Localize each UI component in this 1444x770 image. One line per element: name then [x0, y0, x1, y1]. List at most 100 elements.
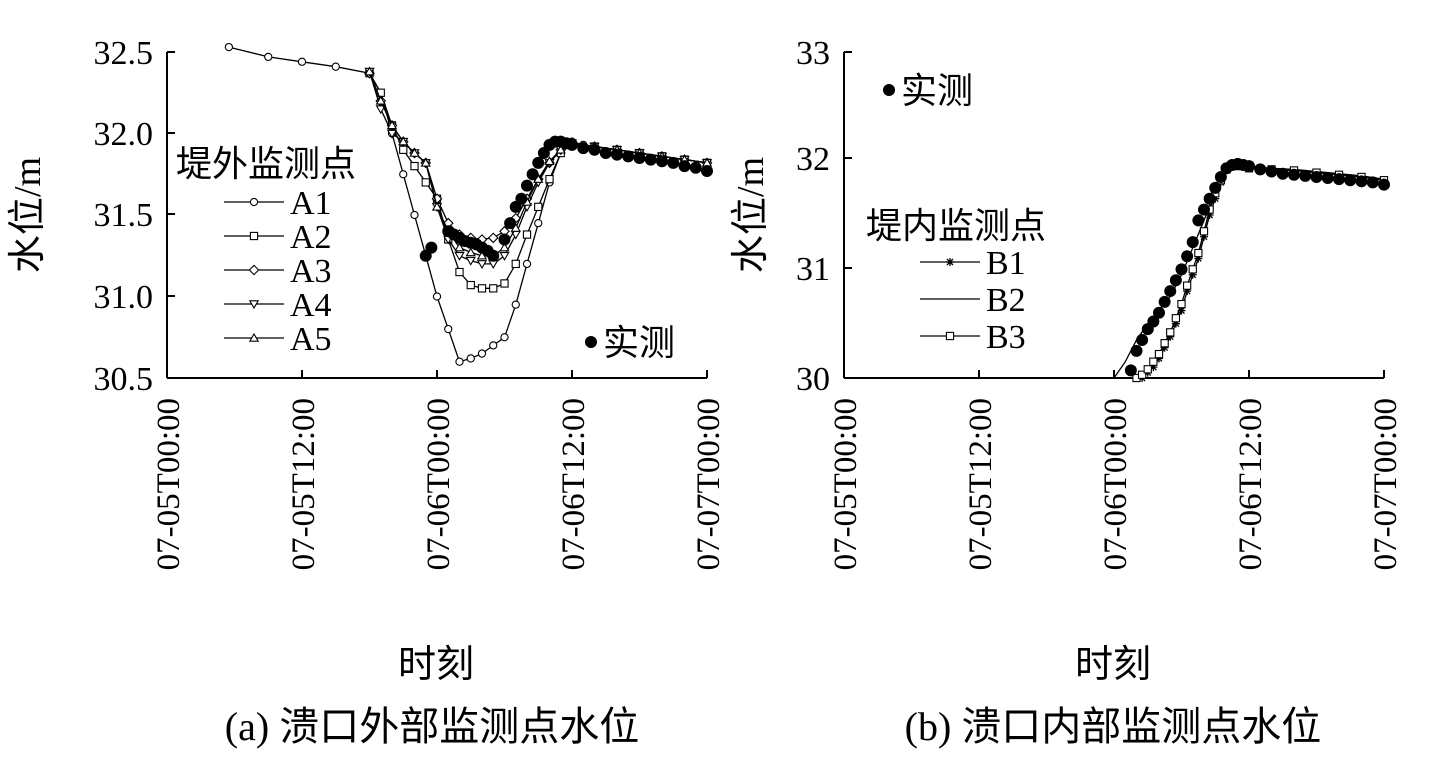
legend-label: 实测	[901, 71, 973, 111]
legend-item-A4: A4	[224, 287, 332, 324]
legend-label: A2	[290, 219, 332, 256]
x-tick-label-b: 07-06T00:00	[1098, 398, 1134, 570]
data-point	[477, 349, 487, 358]
legend-label: A5	[290, 321, 332, 358]
data-point	[1171, 319, 1180, 328]
series-b-B1	[1138, 161, 1388, 382]
legend-label: B1	[986, 245, 1026, 282]
data-point	[545, 174, 554, 184]
series-b-B2	[1113, 164, 1385, 379]
data-point	[1310, 170, 1323, 183]
data-point	[1214, 170, 1227, 183]
data-point	[477, 284, 487, 293]
data-point	[1276, 167, 1289, 180]
y-tick-label-a: 32.5	[94, 35, 154, 72]
data-point	[1366, 176, 1379, 189]
x-tick-label-b: 07-07T00:00	[1368, 398, 1404, 570]
data-point	[1154, 349, 1164, 359]
xlabel-a: 时刻	[398, 644, 474, 686]
data-point	[511, 300, 520, 309]
data-point	[455, 357, 464, 366]
legend-marker	[945, 331, 955, 341]
x-tick-label-b: 07-05T00:00	[828, 398, 864, 570]
data-point	[1147, 315, 1160, 328]
data-point	[489, 284, 498, 293]
data-point	[1137, 370, 1147, 379]
data-point	[498, 233, 511, 246]
data-point	[500, 333, 509, 342]
data-point	[499, 242, 510, 252]
data-point	[454, 252, 465, 261]
data-point	[297, 57, 307, 66]
x-tick-label-a: 07-06T00:00	[421, 398, 457, 570]
data-point	[1166, 328, 1175, 337]
data-point	[500, 279, 509, 288]
legend-title-a: 堤外监测点	[176, 144, 356, 184]
data-point	[432, 292, 442, 301]
data-point	[1181, 250, 1194, 263]
data-point	[431, 201, 443, 211]
legend-label: B2	[986, 282, 1026, 319]
data-point	[667, 156, 680, 169]
data-point	[622, 150, 635, 163]
data-point	[1378, 178, 1390, 191]
data-point	[1124, 364, 1137, 377]
legend-item-A5: A5	[224, 321, 332, 358]
data-point	[476, 260, 488, 269]
data-point	[566, 138, 578, 151]
data-point	[1160, 339, 1169, 348]
x-tick-label-a: 07-05T00:00	[151, 398, 187, 570]
data-point	[487, 232, 499, 244]
legend-marker	[249, 197, 259, 207]
data-point	[1136, 333, 1149, 346]
legend-item-B2: B2	[920, 282, 1026, 319]
data-point	[455, 267, 464, 277]
data-point	[1188, 265, 1197, 274]
legend-item-B3: B3	[920, 319, 1026, 356]
data-point	[1160, 343, 1169, 352]
legend-label: A1	[290, 185, 332, 222]
data-point	[1288, 168, 1300, 181]
y-tick-label-a: 31.0	[94, 279, 154, 316]
data-point	[1254, 163, 1267, 176]
y-tick-label-b: 31	[796, 251, 830, 288]
legend-item-observed: 实测	[585, 323, 675, 363]
y-tick-label-a: 30.5	[94, 361, 154, 398]
data-point	[555, 144, 566, 154]
data-point	[577, 142, 590, 155]
data-point	[1155, 354, 1163, 363]
data-point	[633, 151, 646, 164]
legend-label: A3	[290, 253, 332, 290]
y-tick-label-b: 30	[796, 361, 830, 398]
legend-item-A2: A2	[224, 219, 332, 256]
data-point	[1149, 357, 1158, 366]
data-point	[522, 259, 532, 269]
data-point	[1209, 181, 1222, 194]
x-tick-label-a: 07-07T00:00	[691, 398, 727, 570]
legend-marker	[585, 336, 597, 348]
data-point	[444, 324, 453, 334]
data-point	[1149, 363, 1158, 372]
data-point	[1182, 281, 1192, 290]
y-tick-label-b: 32	[796, 141, 830, 178]
data-point	[588, 143, 601, 156]
legend-item-B1: B1	[920, 245, 1026, 282]
legend-marker	[248, 332, 260, 342]
legend-item-A1: A1	[224, 185, 332, 222]
data-point	[420, 157, 431, 167]
data-point	[1177, 299, 1186, 309]
data-point	[375, 105, 386, 115]
series-line	[1136, 164, 1385, 379]
data-point	[1205, 211, 1214, 219]
data-point	[1203, 192, 1216, 205]
data-point	[1166, 332, 1175, 341]
data-point	[504, 217, 517, 230]
data-point	[1186, 236, 1199, 249]
data-point	[1164, 285, 1177, 298]
data-point	[409, 147, 420, 157]
data-point	[398, 136, 409, 146]
data-point	[375, 95, 386, 105]
data-point	[532, 156, 545, 169]
data-point	[611, 148, 623, 161]
data-point	[599, 147, 612, 160]
